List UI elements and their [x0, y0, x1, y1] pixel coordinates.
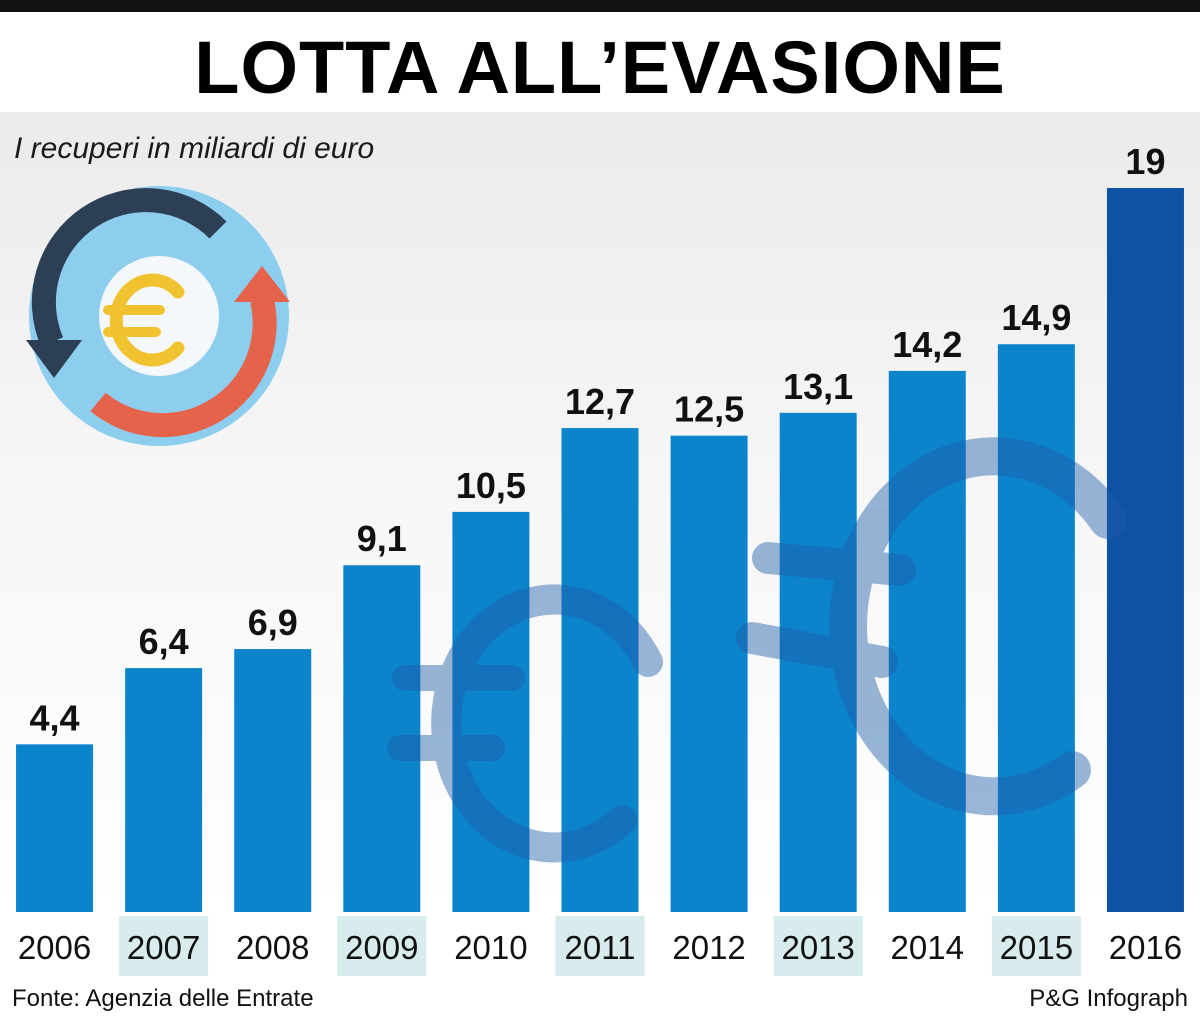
- value-label: 6,9: [248, 602, 298, 643]
- value-label: 9,1: [357, 518, 407, 559]
- year-cell: [991, 916, 1081, 976]
- euro-sign-icon: [736, 437, 1127, 816]
- year-cell: [337, 916, 427, 976]
- value-label: 6,4: [139, 621, 189, 662]
- chart-title: LOTTA ALL’EVASIONE: [194, 26, 1006, 109]
- chart-subtitle: I recuperi in miliardi di euro: [14, 132, 375, 165]
- euro-sign-icon: [387, 584, 663, 863]
- value-label: 14,2: [892, 324, 962, 365]
- bar-2014: [888, 370, 966, 912]
- bar-2008: [234, 649, 312, 912]
- top-rule: [0, 0, 1200, 12]
- year-label: 2014: [891, 929, 964, 966]
- year-cell: [555, 916, 645, 976]
- year-label: 2007: [127, 929, 200, 966]
- year-label: 2015: [1000, 929, 1073, 966]
- bar-2012: [670, 435, 748, 912]
- source-note: Fonte: Agenzia delle Entrate: [12, 985, 314, 1012]
- year-label: 2012: [672, 929, 745, 966]
- bar-2011: [561, 428, 639, 912]
- bar-2013: [779, 412, 857, 912]
- value-label: 13,1: [783, 366, 853, 407]
- year-label: 2013: [781, 929, 854, 966]
- value-label: 14,9: [1001, 297, 1071, 338]
- value-label: 12,7: [565, 381, 635, 422]
- year-label: 2008: [236, 929, 309, 966]
- bar-2009: [343, 565, 421, 912]
- year-label: 2006: [18, 929, 91, 966]
- bar-2010: [452, 511, 530, 912]
- year-label: 2009: [345, 929, 418, 966]
- bar-2016: [1106, 188, 1184, 912]
- bar-2015: [997, 344, 1075, 912]
- bar-2007: [125, 668, 203, 912]
- year-cell: [119, 916, 209, 976]
- year-cell: [773, 916, 863, 976]
- bar-2006: [16, 744, 94, 912]
- euro-cycle-icon: [26, 186, 290, 446]
- value-label: 4,4: [30, 697, 80, 738]
- value-label: 19: [1125, 141, 1165, 182]
- credit-note: P&G Infograph: [1029, 985, 1188, 1012]
- year-label: 2011: [565, 929, 636, 966]
- value-label: 12,5: [674, 389, 744, 430]
- year-label: 2010: [454, 929, 527, 966]
- year-label: 2016: [1109, 929, 1182, 966]
- value-label: 10,5: [456, 465, 526, 506]
